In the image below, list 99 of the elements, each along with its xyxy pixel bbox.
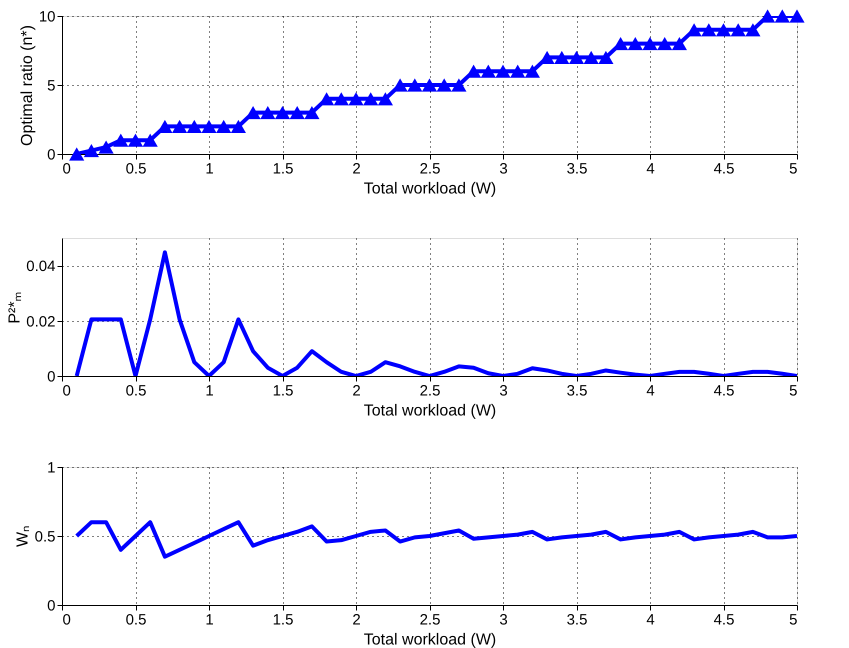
x-tick-label: 1.5: [272, 612, 294, 628]
x-tick-label: 0: [62, 160, 71, 178]
point: [524, 64, 540, 78]
point: [260, 106, 276, 120]
point: [186, 120, 202, 133]
x-tick-label: 4.5: [714, 160, 734, 178]
x-tick-label: 3: [499, 160, 508, 178]
x-tick-label: 2.5: [420, 160, 440, 178]
point: [480, 64, 496, 78]
point: [216, 120, 232, 133]
point: [363, 92, 378, 106]
x-tick-label: 1: [205, 160, 214, 178]
x-tick-label: 2: [352, 612, 361, 628]
point: [290, 106, 305, 120]
point: [334, 92, 349, 106]
point: [760, 9, 776, 23]
x-tick-label: 1.5: [272, 160, 294, 178]
point: [274, 106, 290, 120]
point: [568, 50, 584, 64]
x-tick-label: 2: [352, 160, 361, 178]
point: [113, 134, 128, 147]
point: [246, 106, 261, 120]
point: [230, 120, 246, 133]
x-tick-label: 4.5: [714, 382, 734, 400]
x-tick-label: 3.5: [566, 160, 588, 178]
line-series: [74, 250, 797, 376]
x-tick-label: 3: [499, 382, 508, 400]
y-tick-label: 0.5: [34, 528, 56, 546]
x-tick-label: 5: [789, 382, 798, 400]
x-tick-label: 3: [499, 612, 508, 628]
point: [304, 106, 320, 120]
y-axis-title: P²*ₘ: [6, 291, 24, 324]
x-axis-title: Total workload (W): [364, 632, 496, 648]
x-tick-label: 5: [789, 160, 798, 178]
point: [598, 50, 614, 64]
x-tick-label: 0: [62, 612, 71, 628]
point: [701, 23, 716, 36]
point: [392, 78, 408, 92]
point: [554, 50, 570, 64]
x-tick-label: 2.5: [420, 382, 440, 400]
x-axis-title: Total workload (W): [364, 180, 496, 198]
y-axis-title: Wₙ: [14, 526, 32, 548]
point: [407, 78, 422, 92]
x-tick-label: 0: [62, 382, 71, 400]
point: [128, 134, 144, 147]
x-tick-label: 1: [205, 382, 214, 400]
point: [657, 37, 672, 50]
x-tick-label: 5: [789, 612, 798, 628]
point: [98, 140, 114, 154]
x-tick-label: 3.5: [566, 382, 588, 400]
point: [730, 23, 746, 36]
point: [84, 144, 99, 158]
point: [642, 37, 658, 50]
point: [466, 64, 482, 78]
point: [584, 50, 599, 64]
y-tick-label: 1: [47, 460, 56, 476]
x-tick-label: 2.5: [420, 612, 440, 628]
point: [142, 134, 158, 147]
x-tick-label: 0.5: [126, 160, 146, 178]
point: [319, 92, 334, 106]
point: [540, 50, 555, 64]
x-tick-label: 1: [205, 612, 214, 628]
point: [348, 92, 364, 106]
point: [672, 37, 687, 50]
y-tick-label: 0.02: [26, 313, 56, 330]
point: [745, 23, 760, 36]
x-tick-label: 0.5: [126, 612, 146, 628]
x-tick-label: 4: [646, 382, 655, 400]
x-tick-label: 4: [646, 160, 655, 178]
line-series: [74, 520, 797, 559]
y-tick-label: 5: [47, 78, 56, 94]
point: [378, 92, 393, 106]
point: [789, 9, 805, 23]
y-tick-label: 0: [47, 146, 56, 164]
x-tick-label: 4.5: [714, 612, 734, 628]
point: [422, 78, 438, 92]
point: [69, 147, 84, 161]
x-axis-title: Total workload (W): [364, 402, 496, 420]
x-tick-label: 2: [352, 382, 361, 400]
point: [495, 64, 511, 78]
point: [510, 64, 526, 78]
y-tick-label: 0: [47, 368, 56, 386]
point: [172, 120, 188, 133]
x-tick-label: 3.5: [566, 612, 588, 628]
x-tick-label: 4: [646, 612, 655, 628]
point: [628, 37, 643, 50]
point: [716, 23, 732, 36]
point: [451, 78, 466, 92]
point: [774, 9, 790, 23]
y-tick-label: 0.04: [26, 258, 56, 276]
point: [686, 23, 702, 36]
point: [436, 78, 452, 92]
point: [613, 37, 628, 50]
y-tick-label: 0: [47, 598, 56, 614]
y-tick-label: 10: [38, 8, 56, 26]
point: [201, 120, 217, 133]
y-axis-title: Optimal ratio (n*): [18, 25, 36, 146]
x-tick-label: 1.5: [272, 382, 294, 400]
x-tick-label: 0.5: [126, 382, 146, 400]
